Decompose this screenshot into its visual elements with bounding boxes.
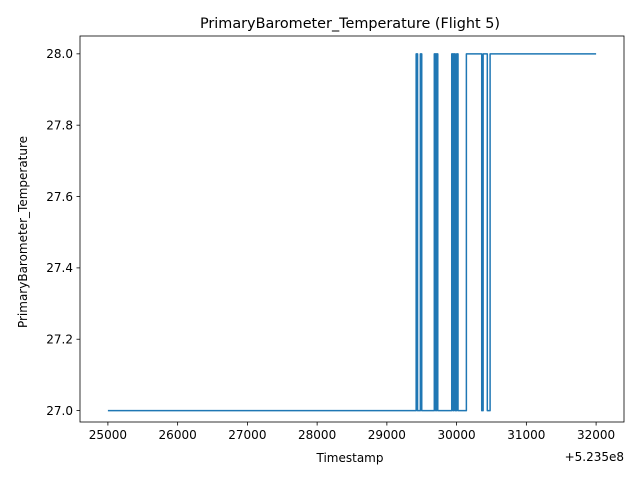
x-tick-label: 29000	[368, 428, 406, 442]
y-tick-label: 27.0	[46, 404, 73, 418]
chart-title: PrimaryBarometer_Temperature (Flight 5)	[200, 16, 500, 32]
series-line	[107, 53, 597, 412]
y-tick-label: 27.6	[46, 190, 73, 204]
y-tick-label: 28.0	[46, 47, 73, 61]
x-tick-label: 30000	[438, 428, 476, 442]
x-tick-label: 31000	[507, 428, 545, 442]
x-tick-label: 28000	[298, 428, 336, 442]
x-tick-label: 27000	[228, 428, 266, 442]
y-axis: 27.0 27.2 27.4 27.6 27.8 28.0	[46, 47, 80, 418]
x-axis-offset-label: +5.235e8	[565, 450, 624, 464]
x-tick-label: 26000	[159, 428, 197, 442]
y-tick-label: 27.4	[46, 261, 73, 275]
plot-area	[79, 35, 625, 423]
x-axis-label: Timestamp	[316, 451, 384, 465]
x-tick-label: 32000	[577, 428, 615, 442]
y-axis-label: PrimaryBarometer_Temperature	[16, 136, 30, 328]
x-tick-label: 25000	[89, 428, 127, 442]
y-tick-label: 27.2	[46, 333, 73, 347]
x-axis: 25000 26000 27000 28000 29000 30000 31000 32000	[89, 422, 615, 442]
plot-frame	[79, 35, 625, 423]
y-tick-label: 27.8	[46, 118, 73, 132]
